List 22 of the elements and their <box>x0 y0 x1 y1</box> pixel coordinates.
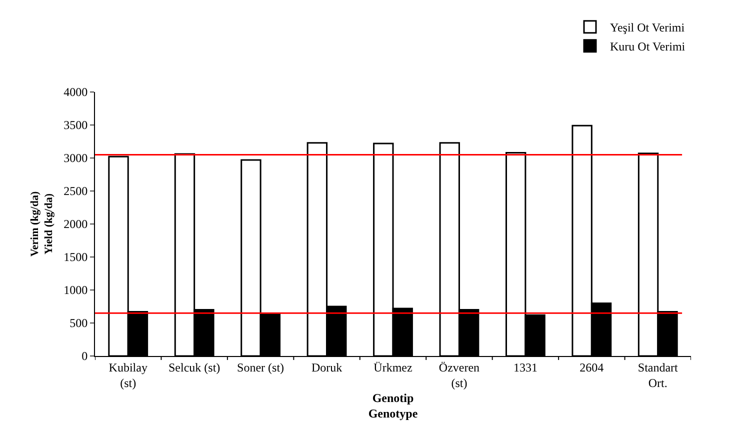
legend-label: Yeşil Ot Verimi <box>610 20 686 34</box>
y-tick-label: 1000 <box>64 283 88 298</box>
x-tick-label: Özveren (st) <box>438 360 480 390</box>
y-tick-label: 2500 <box>64 184 88 198</box>
y-tick-label: 3500 <box>64 118 88 132</box>
x-tick-label: Doruk <box>311 360 342 374</box>
x-tick-label: Selcuk (st) <box>168 360 220 374</box>
x-tick-label: Ürkmez <box>374 360 412 374</box>
y-tick-label: 2000 <box>64 217 88 232</box>
x-tick-label: Standart Ort. <box>638 360 679 390</box>
legend-label: Kuru Ot Verimi <box>610 40 686 54</box>
y-tick-label: 1500 <box>64 250 88 264</box>
y-tick-label: 0 <box>82 349 88 364</box>
x-tick-label: 1331 <box>513 360 538 374</box>
y-tick-label: 3000 <box>64 151 88 166</box>
x-tick-label: Soner (st) <box>237 360 284 374</box>
y-tick-label: 500 <box>70 316 88 330</box>
x-tick-label: 2604 <box>580 360 604 374</box>
x-tick-label: Kubilay (st) <box>108 360 148 390</box>
x-axis-title: Genotip Genotype <box>368 390 418 420</box>
y-tick-label: 4000 <box>64 85 88 100</box>
y-axis-title: Verim (kg/da) Yield (kg/da) <box>28 191 56 257</box>
